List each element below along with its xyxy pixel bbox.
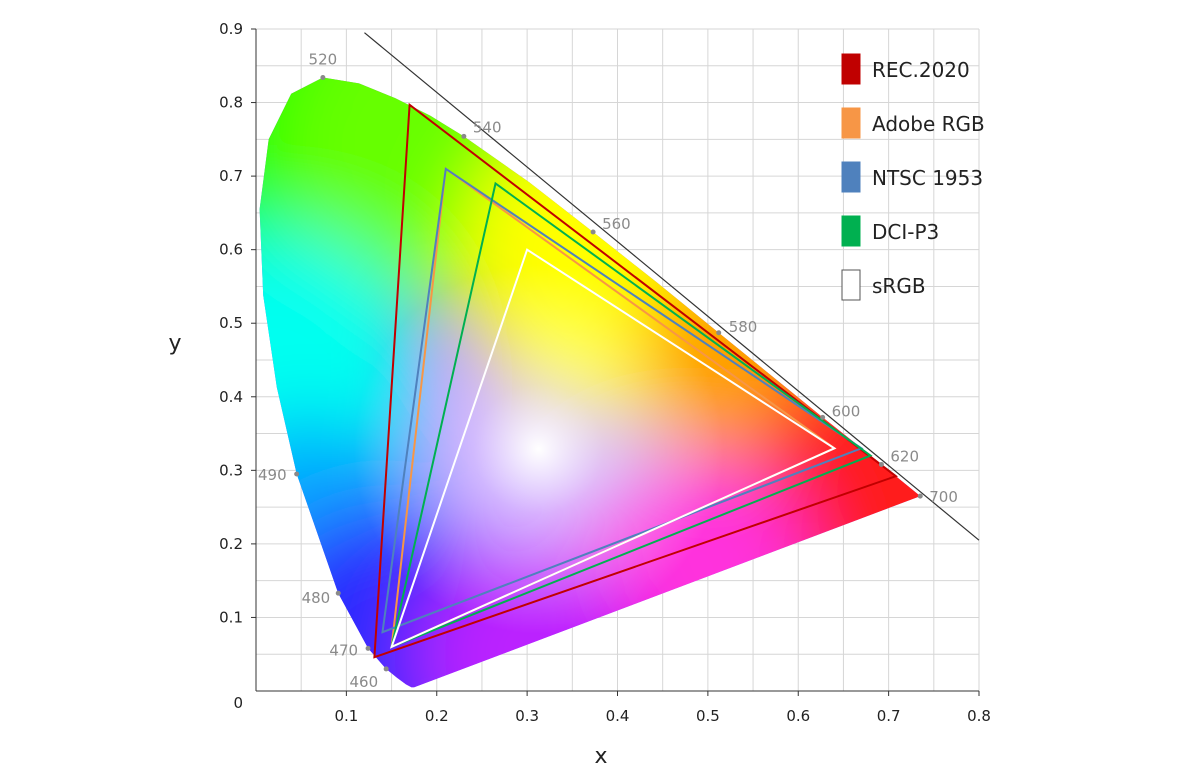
y-tick-label: 0.2 (219, 535, 243, 553)
y-tick-label: 0.5 (219, 314, 243, 332)
x-tick-label: 0.6 (786, 707, 810, 725)
wavelength-label: 520 (309, 51, 338, 69)
wavelength-labels: 460 470 480 490 520 540 560 580 600 620 700 (258, 51, 958, 691)
gamut-triangle-ntsc-1953 (381, 167, 864, 634)
x-tick-label: 0.5 (696, 707, 720, 725)
wavelength-marker (820, 414, 826, 420)
wavelength-label: 560 (602, 215, 631, 233)
legend-label: REC.2020 (872, 58, 970, 82)
wavelength-marker (335, 590, 341, 596)
gamut-triangle-rec-2020 (373, 102, 898, 659)
wavelength-label: 700 (929, 488, 958, 506)
wavelength-label: 540 (473, 118, 502, 136)
x-tick-label: 0.2 (425, 707, 449, 725)
legend-label: sRGB (872, 274, 926, 298)
wavelength-marker (716, 330, 722, 336)
wavelength-marker (461, 133, 467, 139)
y-tick-label: 0.3 (219, 461, 243, 479)
y-tick-label: 0.6 (219, 241, 243, 259)
wavelength-marker (320, 75, 326, 81)
legend-label: Adobe RGB (872, 112, 985, 136)
x-tick-label: 0.3 (515, 707, 539, 725)
x-tick-label: 0.4 (606, 707, 630, 725)
reference-line-group (364, 32, 980, 541)
y-tick-label: 0 (233, 694, 243, 712)
x-tick-label: 0.7 (877, 707, 901, 725)
wavelength-label: 620 (890, 447, 919, 465)
wavelength-label: 460 (349, 673, 378, 691)
wavelength-marker (917, 493, 923, 499)
wavelength-marker (294, 471, 300, 477)
white-point-glow (353, 264, 724, 635)
legend-label: NTSC 1953 (872, 166, 983, 190)
y-tick-label: 0.9 (219, 20, 243, 38)
wavelength-label: 480 (302, 589, 331, 607)
wavelength-marker (590, 229, 596, 235)
y-tick-label: 0.7 (219, 167, 243, 185)
legend-swatch (841, 53, 861, 85)
y-tick-label: 0.1 (219, 608, 243, 626)
legend: REC.2020 Adobe RGB NTSC 1953 DCI-P3 sRGB (841, 53, 985, 301)
legend-label: DCI-P3 (872, 220, 939, 244)
gamut-triangle-srgb (389, 248, 837, 649)
wavelength-label: 600 (832, 402, 861, 420)
y-tick-label: 0.8 (219, 94, 243, 112)
x-axis-title: x (594, 744, 607, 769)
legend-swatch (841, 107, 861, 139)
reference-line (364, 32, 980, 541)
wavelength-marker (878, 461, 884, 467)
wavelength-label: 580 (729, 318, 758, 336)
wavelength-marker (365, 645, 371, 651)
legend-swatch (841, 215, 861, 247)
x-tick-label: 0.8 (967, 707, 991, 725)
y-axis-title: y (168, 331, 181, 356)
gamut-triangle-dci-p3 (390, 181, 873, 649)
wavelength-marker (383, 666, 389, 672)
legend-swatch (841, 269, 861, 301)
legend-swatch (841, 161, 861, 193)
y-tick-label: 0.4 (219, 388, 243, 406)
wavelength-label: 470 (329, 641, 358, 659)
axes: 0.1 0.2 0.3 0.4 0.5 0.6 0.7 0.8 0 0.1 0.2 0.3 0.4 0.5… (219, 20, 991, 725)
wavelength-label: 490 (258, 466, 287, 484)
gamut-triangles (373, 102, 898, 659)
x-tick-label: 0.1 (334, 707, 358, 725)
